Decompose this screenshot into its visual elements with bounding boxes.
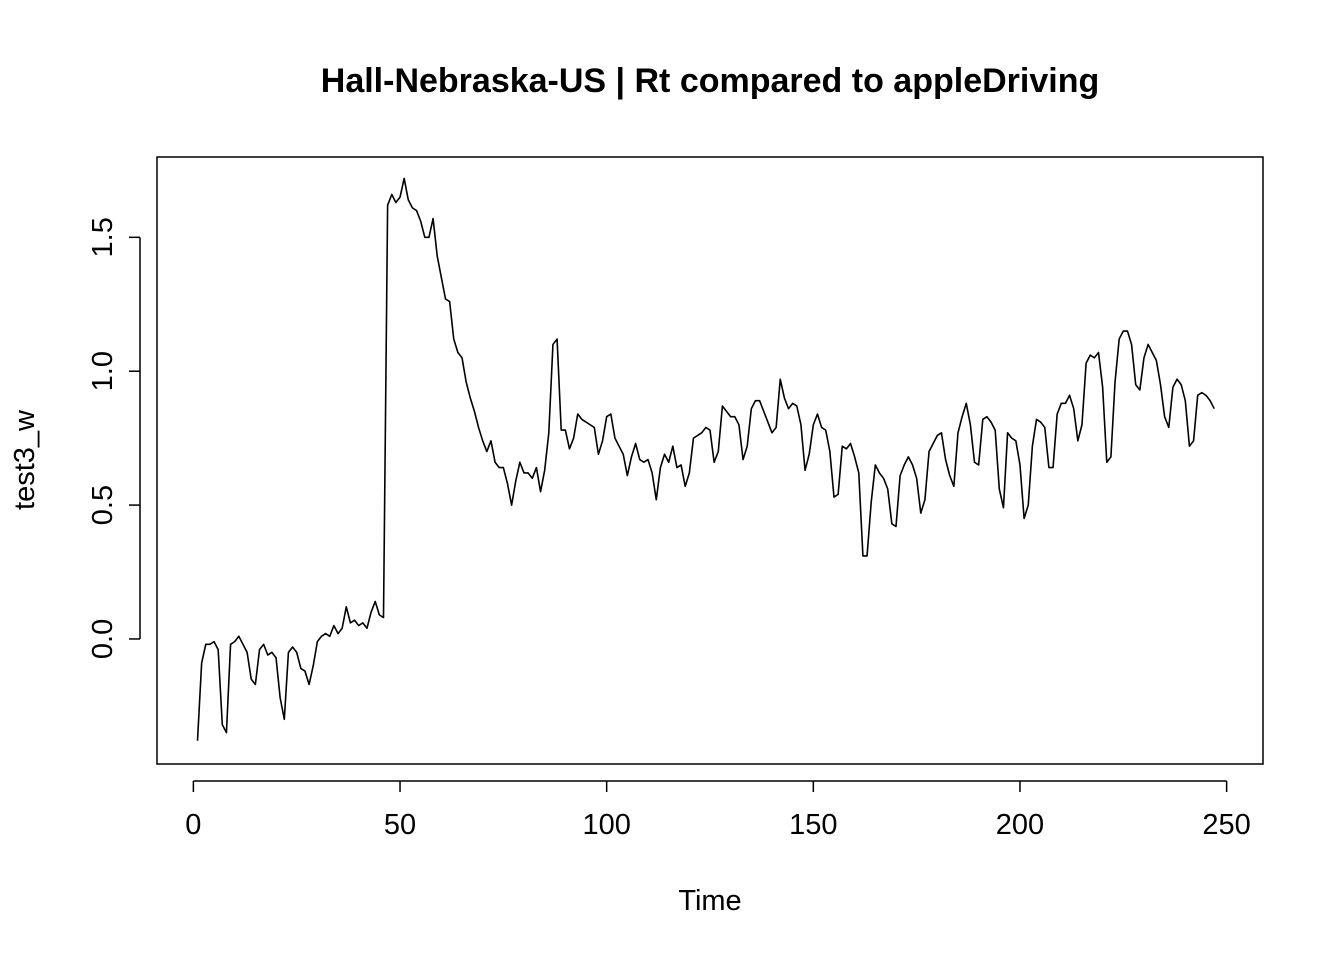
series-line bbox=[196, 177, 1215, 741]
y-tick-label: 0.5 bbox=[87, 485, 119, 525]
plot-frame bbox=[156, 156, 1264, 765]
x-axis: 0 50 100 150 200 250 bbox=[185, 780, 1251, 841]
x-tick-label: 200 bbox=[996, 809, 1044, 841]
y-axis-label: test3_w bbox=[9, 409, 41, 510]
series-layer bbox=[196, 177, 1215, 741]
x-tick-label: 50 bbox=[384, 809, 416, 841]
y-tick-label: 1.0 bbox=[87, 351, 119, 391]
x-tick-label: 0 bbox=[185, 809, 201, 841]
x-axis-label: Time bbox=[678, 885, 741, 917]
y-axis: 0.0 0.5 1.0 1.5 bbox=[87, 217, 141, 659]
x-tick-label: 250 bbox=[1202, 809, 1250, 841]
chart-title: Hall-Nebraska-US | Rt compared to appleD… bbox=[321, 62, 1099, 100]
x-tick-label: 100 bbox=[582, 809, 630, 841]
y-tick-label: 1.5 bbox=[87, 217, 119, 257]
y-tick-label: 0.0 bbox=[87, 619, 119, 659]
x-tick-label: 150 bbox=[789, 809, 837, 841]
